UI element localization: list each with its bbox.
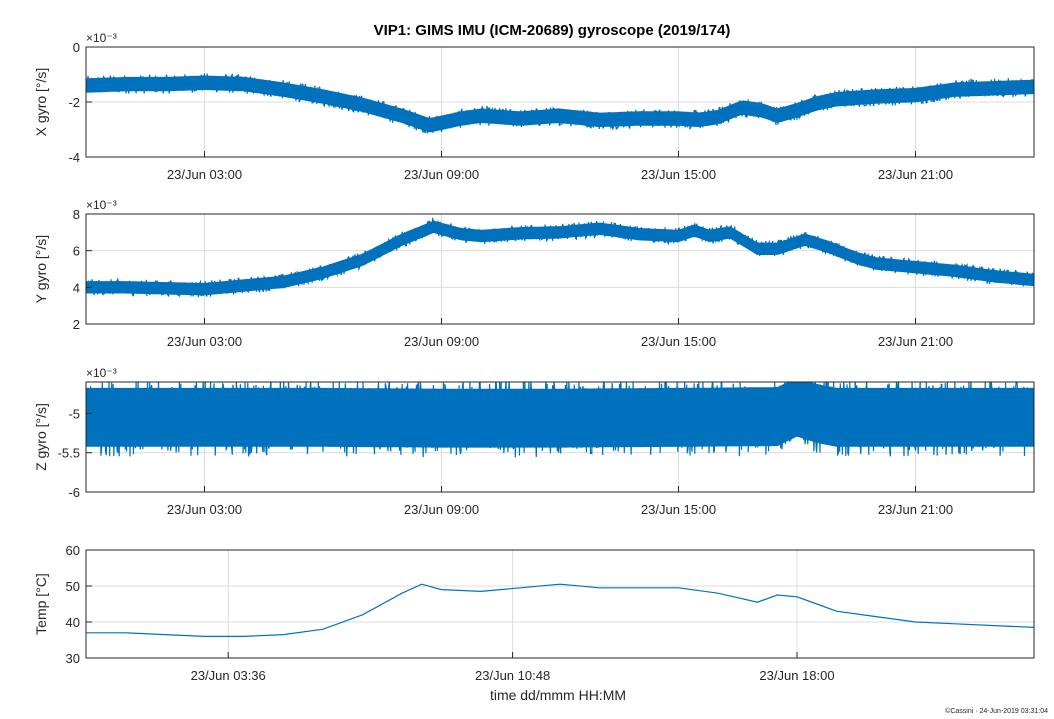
series-band [86,382,1034,448]
x-tick-label: 23/Jun 18:00 [759,668,834,683]
x-tick-label: 23/Jun 21:00 [878,334,953,349]
series-line [86,583,1034,637]
x-tick-label: 23/Jun 21:00 [878,167,953,182]
figure-title: VIP1: GIMS IMU (ICM-20689) gyroscope (20… [374,22,731,39]
y-exponent-label: ×10⁻³ [86,198,117,212]
x-tick-label: 23/Jun 15:00 [641,334,716,349]
x-tick-label: 23/Jun 09:00 [404,334,479,349]
y-tick-label: 50 [66,579,80,594]
series-band [86,220,1034,296]
series-band [86,75,1034,133]
axes-box [85,213,1035,325]
y-tick-label: -2 [68,95,80,110]
y-exponent-label: ×10⁻³ [86,31,117,45]
x-tick-label: 23/Jun 15:00 [641,502,716,517]
axes-box [85,381,1035,493]
y-tick-label: 40 [66,615,80,630]
y-tick-label: 30 [66,651,80,666]
x-axis-label: time dd/mmm HH:MM [490,687,626,703]
subplot-3: -6 -5.5 -5 23/Jun 03:00 23/Jun 09:00 23/Jun 1… [33,366,1035,517]
footer-stamp: ©Cassini · 24-Jun-2019 03:31:04 [945,707,1048,715]
y-tick-label: -5.5 [58,446,80,461]
x-tick-label: 23/Jun 21:00 [878,502,953,517]
y-tick-label: 8 [73,207,80,222]
x-tick-label: 23/Jun 10:48 [475,668,550,683]
x-tick-label: 23/Jun 03:00 [167,502,242,517]
axes-box [85,549,1035,659]
y-exponent-label: ×10⁻³ [86,366,117,380]
y-tick-label: 0 [73,40,80,55]
x-tick-label: 23/Jun 15:00 [641,167,716,182]
subplots: -4 -2 0 23/Jun 03:00 23/Jun 09:00 23/Jun 15:0… [33,31,1035,683]
y-tick-label: 6 [73,244,80,259]
x-tick-label: 23/Jun 09:00 [404,502,479,517]
x-tick-label: 23/Jun 09:00 [404,167,479,182]
y-tick-label: 4 [73,280,80,295]
plot-area [86,550,1034,658]
y-axis-label: Y gyro [°/s] [33,235,49,303]
y-axis-label: X gyro [°/s] [33,68,49,137]
subplot-4: 30 40 50 60 23/Jun 03:36 23/Jun 10:48 23/Jun 1… [33,543,1035,683]
y-tick-label: 2 [73,317,80,332]
y-tick-label: -5 [68,406,80,421]
x-tick-label: 23/Jun 03:36 [191,668,266,683]
subplot-2: 2 4 6 8 23/Jun 03:00 23/Jun 09:00 23/Jun 15:00… [33,198,1035,349]
y-tick-label: -4 [68,150,80,165]
subplot-1: -4 -2 0 23/Jun 03:00 23/Jun 09:00 23/Jun 15:0… [33,31,1035,182]
x-tick-label: 23/Jun 03:00 [167,334,242,349]
x-tick-label: 23/Jun 03:00 [167,167,242,182]
y-tick-label: -6 [68,485,80,500]
y-axis-label: Z gyro [°/s] [33,403,49,471]
y-tick-label: 60 [66,543,80,558]
y-axis-label: Temp [°C] [33,573,49,635]
